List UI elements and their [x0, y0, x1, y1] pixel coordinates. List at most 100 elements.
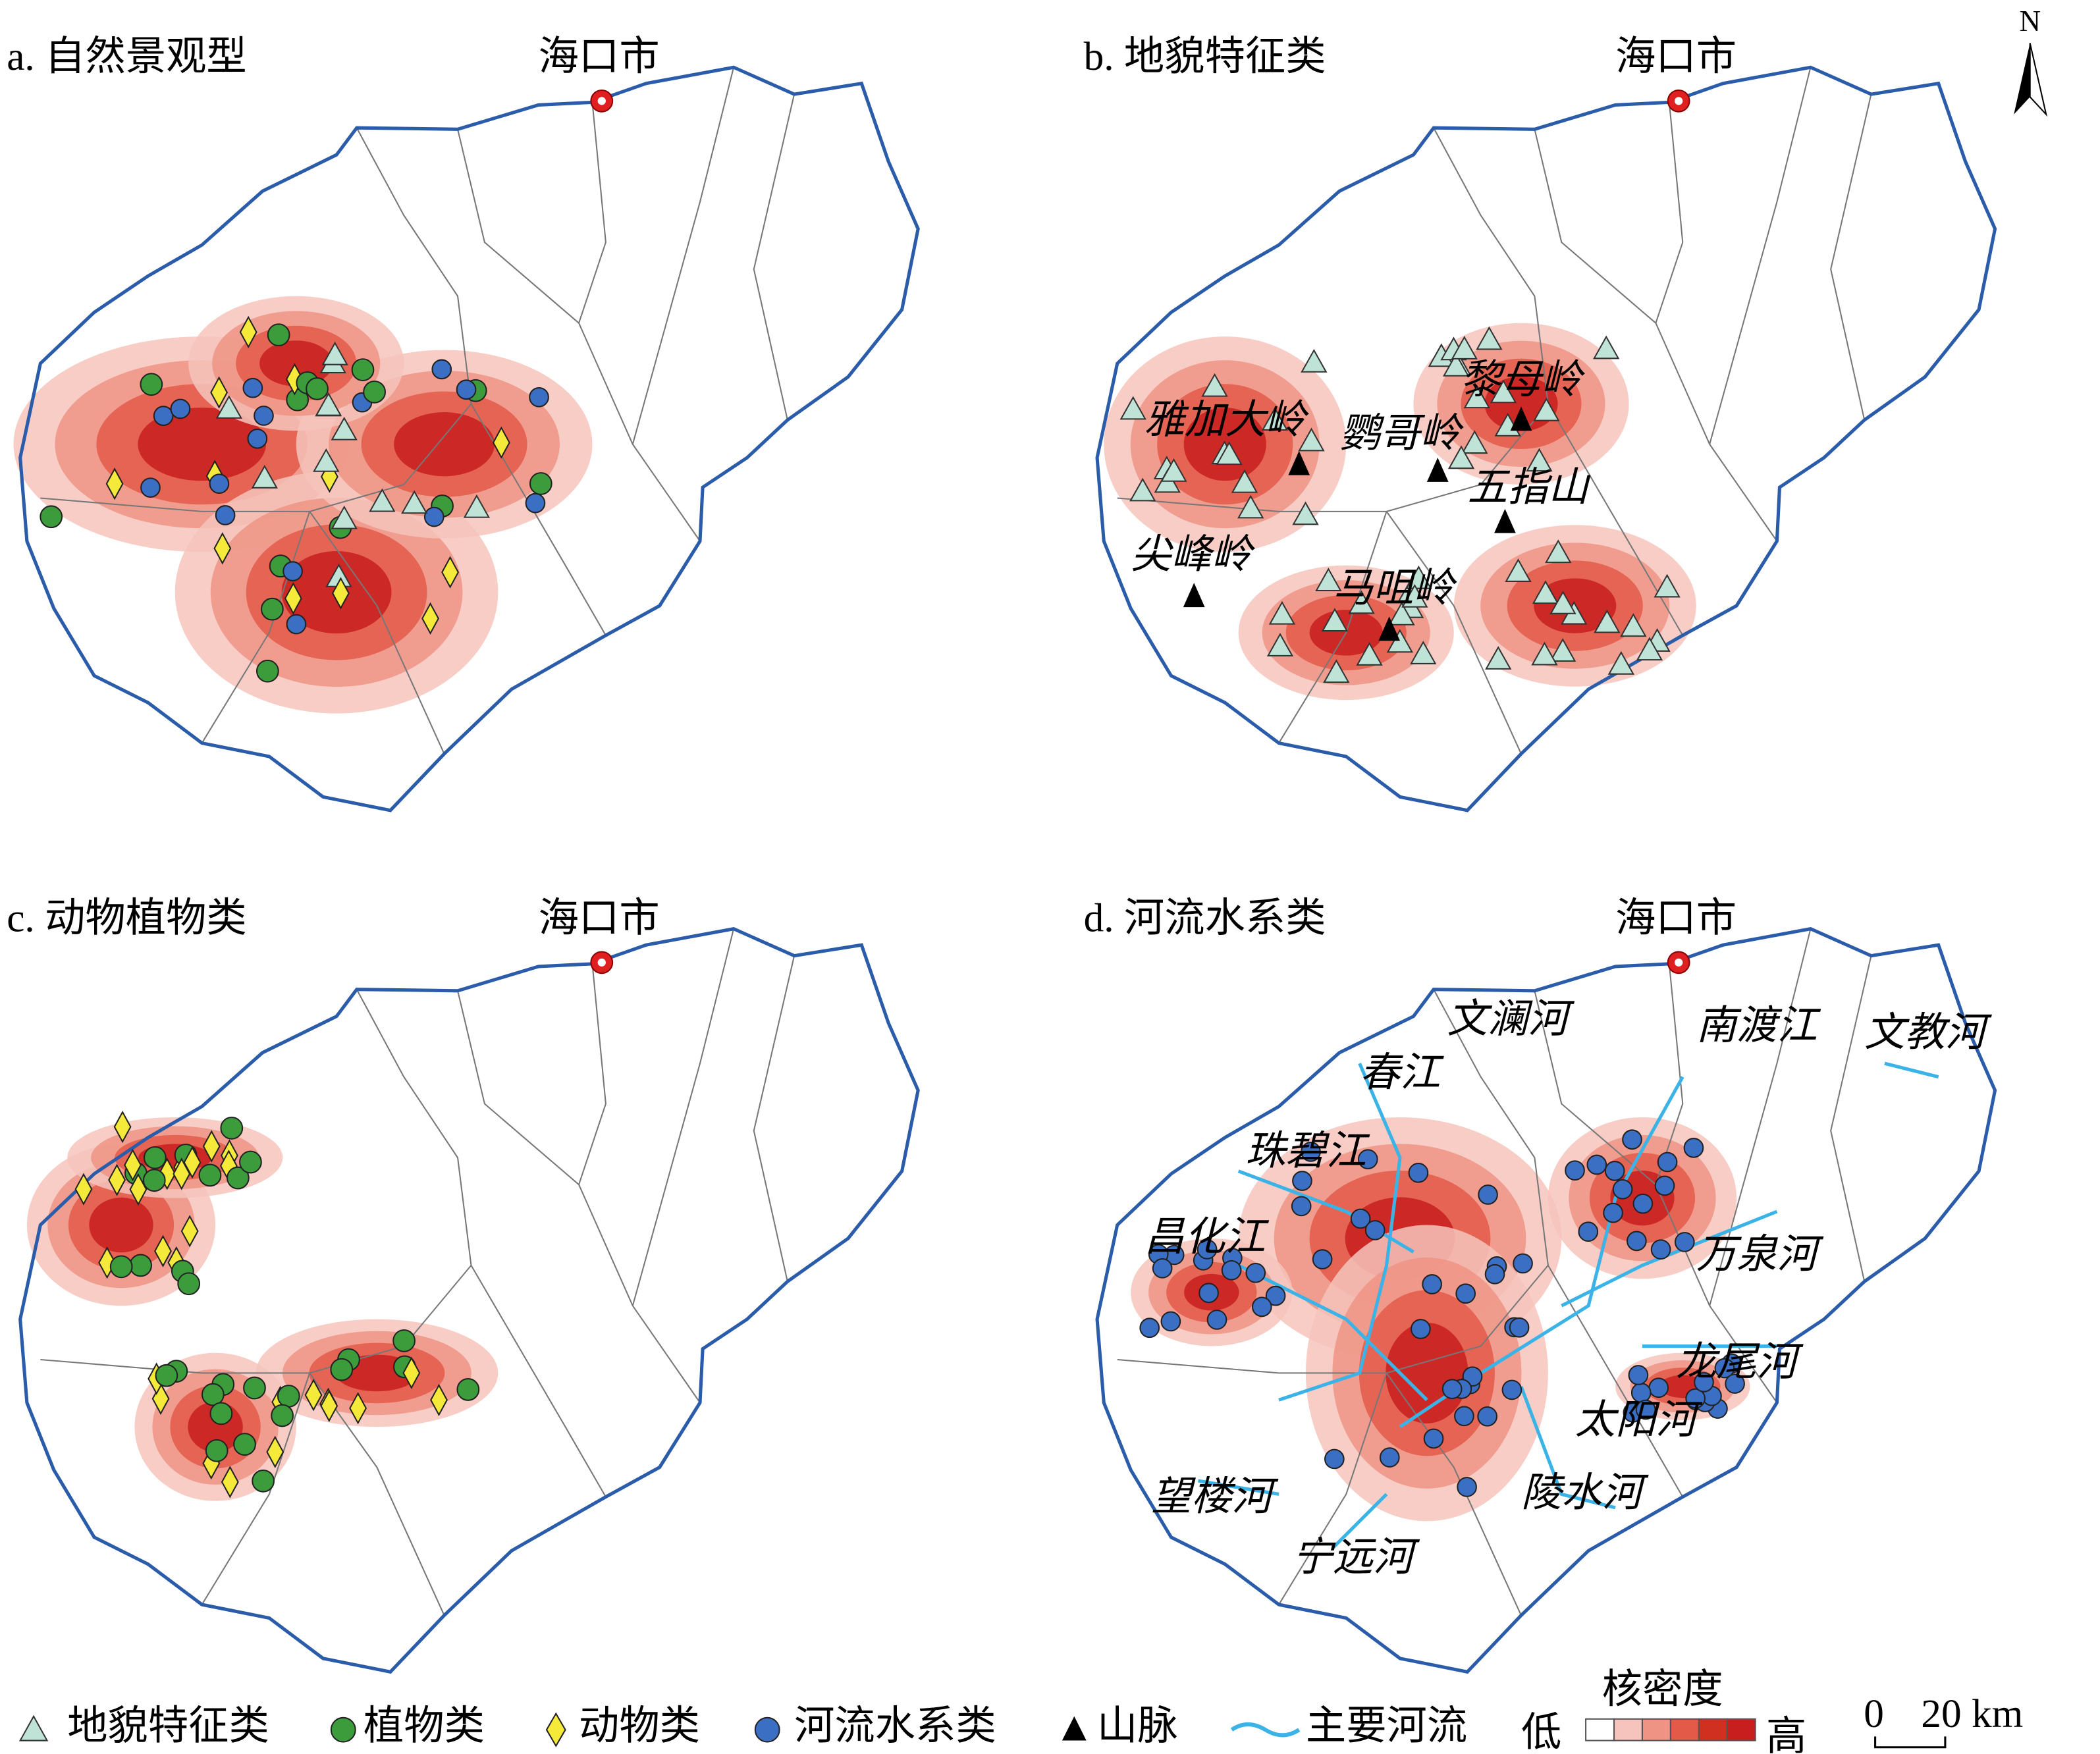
- density-swatch: [1613, 1718, 1643, 1741]
- river-point: [1198, 1283, 1219, 1304]
- mountain-marker: [1510, 406, 1532, 431]
- river-point: [1725, 1373, 1745, 1394]
- county-border: [40, 66, 795, 755]
- river-point: [209, 473, 230, 494]
- river: [1519, 1385, 1616, 1510]
- landform-point: [1129, 477, 1156, 502]
- plant-point: [267, 323, 290, 347]
- river-point: [1628, 1365, 1649, 1385]
- landform-point: [1636, 637, 1663, 661]
- landform-point: [1401, 583, 1428, 608]
- landform-point: [1485, 646, 1512, 670]
- animal-point: [74, 1173, 93, 1206]
- place-label: 马咀岭: [1333, 566, 1458, 611]
- animal-point: [173, 1157, 191, 1190]
- animal-point: [105, 467, 124, 500]
- animal-point: [113, 1110, 132, 1144]
- plant-point: [233, 1433, 256, 1456]
- legend-symbol: [18, 1714, 49, 1741]
- animal-point: [180, 1215, 199, 1248]
- panel-title: c. 动物植物类: [7, 896, 247, 941]
- city-label: 海口市: [539, 896, 660, 941]
- river-point: [254, 406, 274, 426]
- river: [1331, 1493, 1388, 1549]
- animal-point: [304, 1379, 323, 1412]
- place-label: 尖峰岭: [1131, 533, 1256, 577]
- river-point: [1478, 1184, 1498, 1205]
- plant-point: [155, 1364, 178, 1387]
- legend-label: 河流水系类: [794, 1703, 996, 1748]
- river-point: [286, 614, 307, 635]
- plant-point: [456, 1378, 480, 1401]
- landform-point: [1607, 651, 1634, 675]
- scale-label: 20 km: [1921, 1691, 2023, 1736]
- landform-point: [1160, 458, 1187, 482]
- plant-point: [271, 1404, 294, 1427]
- landform-point: [1476, 326, 1503, 350]
- landform-point: [1405, 565, 1432, 589]
- city-marker: [1675, 97, 1683, 105]
- river-point: [1411, 1319, 1431, 1339]
- river-point: [1160, 1311, 1181, 1332]
- river-point: [140, 477, 161, 498]
- legend-label: 地貌特征类: [67, 1703, 269, 1748]
- landform-point: [1594, 609, 1621, 633]
- landform-point: [1348, 590, 1375, 614]
- legend-symbol: [1230, 1722, 1301, 1738]
- river-point: [1265, 1285, 1286, 1306]
- legend-title: 核密度: [1602, 1667, 1723, 1712]
- plant-point: [143, 1146, 167, 1169]
- city-label: 海口市: [1615, 34, 1737, 79]
- animal-point: [402, 1356, 421, 1389]
- plant-point: [260, 597, 284, 621]
- river-point: [1635, 1399, 1656, 1420]
- landform-point: [251, 465, 278, 489]
- animal-point: [213, 532, 232, 565]
- river-point: [1251, 1296, 1272, 1317]
- panel-title: b. 地貌特征类: [1084, 34, 1326, 79]
- animal-point: [151, 1382, 170, 1415]
- landform-point: [1526, 448, 1553, 472]
- place-label: 雅加大岭: [1144, 398, 1310, 442]
- place-label: 鹦哥岭: [1339, 412, 1465, 456]
- coastline: [1095, 65, 1997, 812]
- animal-point: [154, 1235, 172, 1267]
- landform-point: [215, 395, 242, 419]
- animal-point: [158, 1157, 176, 1190]
- river-point: [1612, 1179, 1633, 1200]
- animal-point: [210, 376, 229, 409]
- density-swatch: [1726, 1718, 1756, 1741]
- plant-point: [109, 1255, 133, 1279]
- legend-label: 植物类: [363, 1703, 485, 1748]
- river-point: [1441, 1379, 1463, 1400]
- coastline: [18, 65, 920, 812]
- river-point: [283, 561, 303, 581]
- landform-point: [1315, 568, 1342, 592]
- river-point: [1457, 1477, 1477, 1497]
- landform-point: [1531, 641, 1558, 666]
- river-point: [1357, 1149, 1378, 1169]
- coastline: [18, 927, 920, 1674]
- river-point: [1627, 1231, 1647, 1252]
- legend-label: 动物类: [579, 1703, 700, 1748]
- landform-point: [1490, 379, 1517, 404]
- river-point: [153, 406, 174, 426]
- animal-point: [492, 426, 510, 459]
- river: [1237, 1263, 1428, 1402]
- legend-symbol: [1062, 1716, 1087, 1741]
- city-label: 海口市: [1615, 896, 1737, 941]
- place-label: 文澜河: [1447, 997, 1576, 1042]
- plant-point: [363, 380, 386, 404]
- plant-point: [239, 1150, 262, 1174]
- mountain-marker: [1288, 450, 1310, 475]
- city-marker: [1675, 958, 1683, 967]
- river-point: [1565, 1160, 1585, 1181]
- place-label: 望楼河: [1151, 1475, 1279, 1520]
- place-label: 文教河: [1864, 1010, 1993, 1055]
- landform-point: [1654, 573, 1681, 598]
- place-label: 昌化江: [1144, 1215, 1270, 1260]
- river-point: [1408, 1162, 1429, 1183]
